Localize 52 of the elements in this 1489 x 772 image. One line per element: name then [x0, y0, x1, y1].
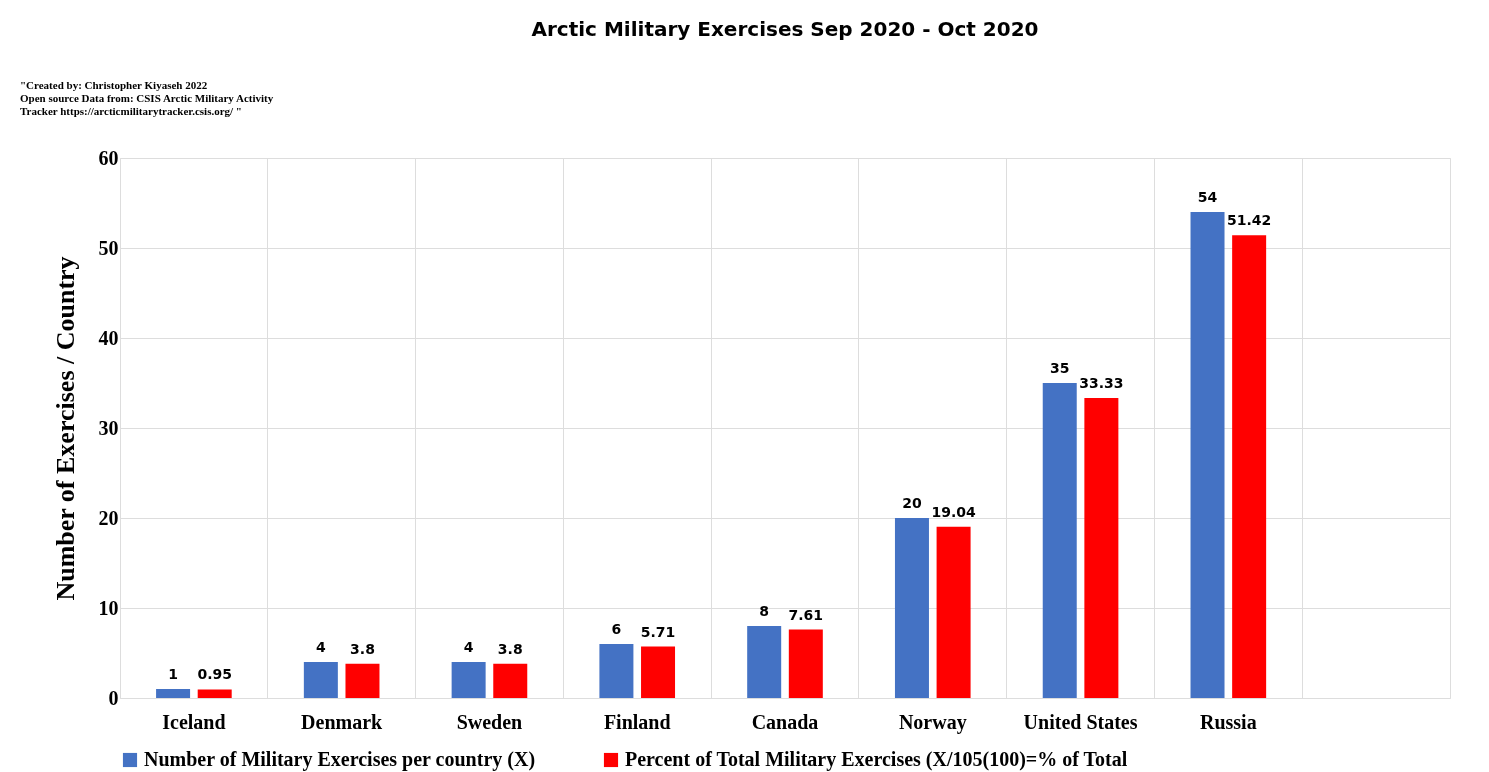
- y-tick-label: 20: [98, 506, 119, 529]
- data-label: 1: [168, 666, 178, 682]
- data-label: 0.95: [197, 666, 232, 683]
- data-label: 4: [315, 639, 326, 655]
- bar: [1190, 212, 1225, 698]
- y-tick-label: 40: [98, 326, 119, 349]
- y-axis-title: Number of Exercises / Country: [50, 256, 80, 601]
- bar: [788, 629, 823, 698]
- bar: [1042, 383, 1077, 698]
- data-label: 7.61: [788, 606, 824, 623]
- x-tick-label: Canada: [751, 710, 819, 733]
- bar: [599, 644, 634, 698]
- data-label: 5.71: [640, 623, 676, 640]
- data-label: 4: [463, 639, 474, 655]
- y-tick-label: 0: [108, 686, 119, 709]
- data-label: 3.8: [497, 640, 523, 657]
- legend-label: Number of Military Exercises per country (X): [144, 748, 536, 771]
- data-label: 19.04: [931, 503, 976, 520]
- y-tick-label: 10: [98, 596, 119, 619]
- data-label: 8: [759, 603, 770, 619]
- legend-label: Percent of Total Military Exercises (X/105(100)=% of Total: [625, 748, 1128, 771]
- x-tick-label: United States: [1023, 710, 1138, 733]
- x-tick-label: Finland: [603, 710, 671, 733]
- data-label: 54: [1197, 189, 1218, 205]
- bar: [936, 526, 971, 698]
- data-label: 20: [902, 495, 922, 511]
- x-tick-label: Norway: [898, 710, 967, 734]
- x-tick-label: Russia: [1199, 710, 1257, 733]
- bar: [1084, 398, 1119, 698]
- text: "Created by: Christopher Kiyaseh 2022 Open source Data from: CSIS Arctic Military Activity Tracker https://arcticmilitarytracker.csis.org/ ": [20, 79, 274, 117]
- bar: [197, 689, 232, 698]
- bar: [156, 689, 191, 698]
- y-tick-label: 30: [98, 416, 119, 439]
- chart-title: Arctic Military Exercises Sep 2020 - Oct 2020: [531, 17, 1039, 41]
- data-label: 35: [1050, 360, 1070, 376]
- bar: [303, 662, 338, 698]
- bar: [345, 663, 380, 698]
- data-label: 6: [611, 621, 622, 637]
- bar: [493, 663, 528, 698]
- bar: [1232, 235, 1267, 698]
- x-tick-label: Iceland: [162, 710, 226, 733]
- bar: [641, 646, 676, 698]
- data-label: 33.33: [1079, 375, 1124, 392]
- y-tick-label: 50: [98, 236, 119, 259]
- data-label: 3.8: [350, 640, 375, 657]
- data-label: 51.42: [1227, 212, 1272, 229]
- bar: [747, 626, 782, 698]
- bar: [451, 662, 486, 698]
- x-tick-label: Denmark: [301, 710, 384, 733]
- bar: [894, 518, 929, 698]
- x-tick-label: Sweden: [456, 710, 523, 733]
- y-tick-label: 60: [98, 146, 119, 169]
